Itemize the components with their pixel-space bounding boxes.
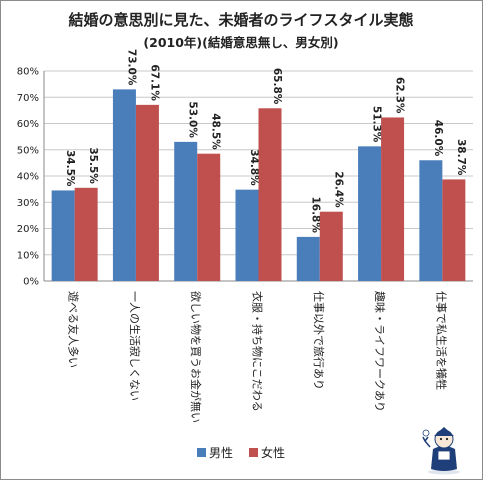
y-tick-label: 40%	[17, 172, 39, 183]
y-tick-label: 10%	[17, 250, 39, 261]
category-label: 欲しい物を買うお金が無い	[189, 291, 203, 423]
bar-female	[319, 211, 343, 281]
data-label: 26.4%	[332, 171, 344, 208]
category-label: 一人の生活寂しくない	[128, 291, 142, 401]
category-label: 仕事で私生活を犠牲	[434, 291, 448, 390]
bar-male	[358, 146, 382, 281]
y-tick-label: 80%	[17, 67, 39, 78]
bar-male	[296, 236, 320, 281]
data-label: 16.8%	[309, 196, 321, 233]
y-tick-label: 0%	[23, 277, 39, 288]
bar-male	[112, 89, 136, 281]
legend-swatch	[249, 448, 258, 457]
data-label: 73.0%	[125, 49, 137, 86]
chart-title: 結婚の意思別に見た、未婚者のライフスタイル実態	[68, 11, 413, 29]
data-label: 38.7%	[455, 139, 467, 176]
data-label: 65.8%	[271, 68, 283, 105]
legend-swatch	[197, 448, 206, 457]
bar-female	[442, 179, 466, 281]
legend-label: 男性	[209, 446, 233, 460]
bar-male	[51, 190, 75, 281]
y-tick-label: 30%	[17, 198, 39, 209]
bar-male	[419, 160, 443, 281]
category-label: 趣味・ライフワークあり	[373, 291, 387, 412]
data-label: 62.3%	[394, 77, 406, 114]
y-tick-label: 50%	[17, 145, 39, 156]
bar-male	[235, 189, 259, 281]
y-tick-label: 70%	[17, 93, 39, 104]
y-tick-label: 60%	[17, 119, 39, 130]
category-label: 仕事以外で旅行あり	[312, 291, 326, 390]
chart-subtitle: (2010年)(結婚意思無し、男女別)	[143, 35, 338, 50]
bar-female	[135, 104, 159, 281]
data-label: 51.3%	[371, 106, 383, 143]
data-label: 34.5%	[64, 150, 76, 187]
data-label: 46.0%	[432, 120, 444, 157]
data-label: 67.1%	[148, 64, 160, 101]
bar-female	[74, 187, 98, 281]
bar-female	[381, 117, 405, 282]
legend-label: 女性	[261, 445, 285, 460]
category-label: 遊べる友人多い	[67, 291, 81, 368]
data-label: 53.0%	[187, 101, 199, 138]
data-label: 48.5%	[210, 113, 222, 150]
bar-male	[174, 141, 198, 281]
data-label: 35.5%	[87, 147, 99, 184]
y-tick-label: 20%	[17, 224, 39, 235]
bar-female	[258, 108, 282, 282]
mascot-illustration	[421, 421, 467, 475]
category-label: 衣服・持ち物にこだわる	[251, 291, 265, 412]
bar-female	[197, 153, 221, 281]
data-label: 34.8%	[248, 149, 260, 186]
